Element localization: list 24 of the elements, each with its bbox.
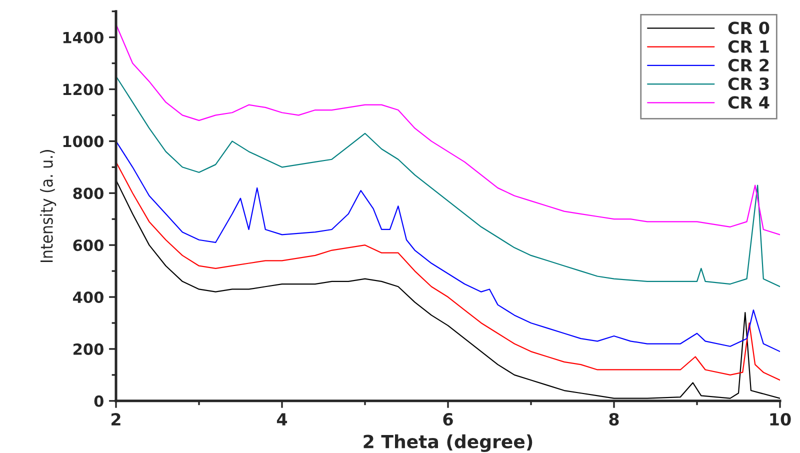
x-tick-label: 6	[443, 413, 453, 426]
x-axis-title: 2 Theta (degree)	[364, 434, 532, 452]
y-tick-label: 200	[74, 343, 104, 355]
line-series	[116, 76, 780, 288]
x-tick-label: 8	[609, 413, 619, 426]
y-tick-label: 0	[94, 395, 104, 407]
line-series	[116, 180, 780, 399]
line-series	[116, 161, 780, 381]
x-tick-label: 4	[276, 413, 288, 426]
y-tick-label: 800	[73, 188, 104, 200]
x-tick-label: 10	[770, 413, 791, 426]
x-tick-label: 2	[112, 413, 120, 426]
y-tick-label: 1000	[63, 136, 104, 148]
y-tick-label: 1400	[63, 32, 104, 44]
y-tick-label: 1200	[63, 84, 104, 96]
legend-label: CR 4	[728, 96, 770, 109]
line-series	[116, 140, 780, 352]
legend-label: CR 3	[728, 78, 769, 90]
y-tick-label: 600	[73, 240, 104, 252]
legend-label: CR 1	[728, 40, 769, 53]
legend-label: CR 2	[728, 58, 769, 72]
y-tick-label: 400	[72, 291, 104, 304]
legend-label: CR 0	[728, 22, 770, 34]
y-axis-title: Intensity (a. u.)	[40, 150, 56, 262]
